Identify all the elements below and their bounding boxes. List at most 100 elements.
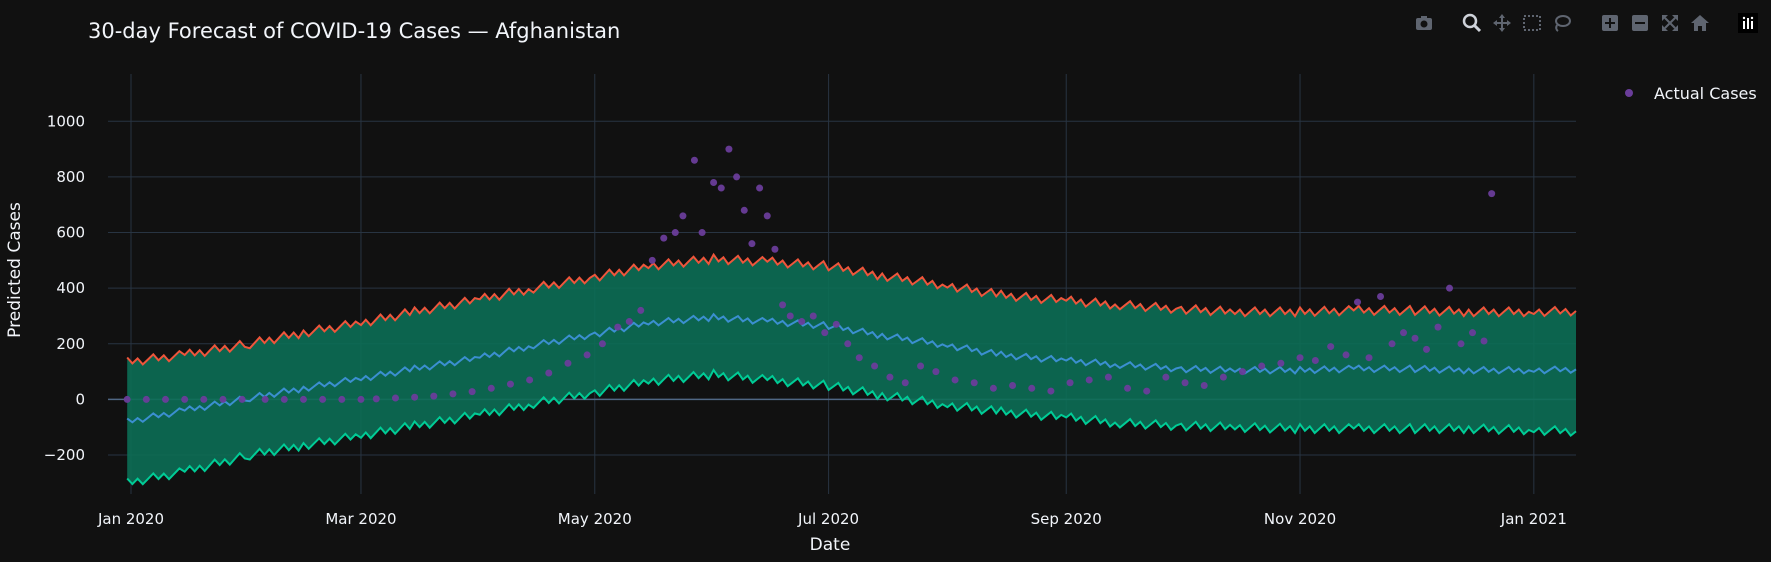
chart-title: 30-day Forecast of COVID-19 Cases — Afgh…: [88, 19, 620, 43]
actual-case-point: [181, 395, 189, 403]
actual-case-point: [637, 306, 645, 314]
modebar-group-download: [1409, 12, 1439, 34]
actual-case-point: [449, 390, 457, 398]
zoom-in-icon[interactable]: [1595, 12, 1625, 34]
actual-case-point: [951, 376, 959, 384]
actual-case-point: [871, 362, 879, 370]
y-tick-label: 1000: [47, 112, 85, 130]
actual-case-point: [1143, 387, 1151, 395]
actual-case-point: [1104, 373, 1112, 381]
actual-case-point: [372, 395, 380, 403]
actual-case-point: [1411, 334, 1419, 342]
actual-case-point: [1028, 384, 1036, 392]
actual-case-point: [1457, 340, 1465, 348]
y-tick-label: −200: [44, 446, 85, 464]
pan-icon[interactable]: [1487, 12, 1517, 34]
actual-case-point: [1296, 354, 1304, 362]
x-tick-label: Jan 2020: [97, 510, 164, 528]
y-axis-title: Predicted Cases: [5, 202, 25, 338]
actual-case-point: [725, 145, 733, 153]
actual-case-point: [1124, 384, 1132, 392]
actual-case-point: [855, 354, 863, 362]
actual-case-point: [625, 318, 633, 326]
reset-axes-icon[interactable]: [1685, 12, 1715, 34]
actual-case-point: [614, 323, 622, 331]
actual-cases-points: [123, 145, 1496, 403]
actual-case-point: [1480, 337, 1488, 345]
actual-case-point: [123, 395, 131, 403]
actual-case-point: [901, 379, 909, 387]
zoom-out-icon[interactable]: [1625, 12, 1655, 34]
actual-case-point: [844, 340, 852, 348]
actual-case-point: [989, 384, 997, 392]
actual-case-point: [430, 392, 438, 400]
actual-case-point: [299, 395, 307, 403]
box-select-icon[interactable]: [1517, 12, 1547, 34]
y-tick-label: 200: [56, 335, 85, 353]
actual-case-point: [1239, 368, 1247, 376]
x-tick-label: Sep 2020: [1031, 510, 1102, 528]
confidence-band: [127, 254, 1577, 485]
y-tick-label: 600: [56, 224, 85, 242]
axis-ticks: Jan 2020 Mar 2020 May 2020 Jul 2020 Sep 2020…: [44, 112, 1567, 528]
actual-case-point: [740, 206, 748, 214]
zoom-icon[interactable]: [1457, 12, 1487, 34]
actual-case-point: [200, 395, 208, 403]
lasso-icon[interactable]: [1547, 12, 1577, 34]
actual-case-point: [1469, 329, 1477, 337]
legend-label: Actual Cases: [1654, 84, 1757, 103]
confidence-band-area: [127, 254, 1577, 485]
actual-case-point: [1181, 379, 1189, 387]
actual-case-point: [748, 240, 756, 248]
x-tick-label: Jan 2021: [1500, 510, 1567, 528]
actual-case-point: [319, 395, 327, 403]
actual-case-point: [932, 368, 940, 376]
actual-case-point: [1434, 323, 1442, 331]
actual-case-point: [1377, 293, 1385, 301]
actual-case-point: [238, 395, 246, 403]
actual-case-point: [771, 245, 779, 253]
actual-case-point: [660, 234, 668, 242]
x-tick-label: Mar 2020: [325, 510, 396, 528]
predicted-line: [126, 312, 1577, 424]
actual-case-point: [1400, 329, 1408, 337]
actual-case-point: [798, 318, 806, 326]
actual-case-point: [1047, 387, 1055, 395]
actual-case-point: [411, 393, 419, 401]
actual-case-point: [1365, 354, 1373, 362]
forecast-lines: [126, 252, 1577, 486]
y-tick-label: 400: [56, 279, 85, 297]
plotly-logo-icon[interactable]: [1733, 12, 1763, 34]
actual-case-point: [698, 229, 706, 237]
actual-case-point: [1162, 373, 1170, 381]
actual-case-point: [886, 373, 894, 381]
actual-case-point: [821, 329, 829, 337]
actual-case-point: [1423, 345, 1431, 353]
actual-case-point: [970, 379, 978, 387]
actual-case-point: [648, 256, 656, 264]
actual-case-point: [1066, 379, 1074, 387]
actual-case-point: [1258, 362, 1266, 370]
legend[interactable]: Actual Cases: [1625, 84, 1757, 103]
actual-case-point: [756, 184, 764, 192]
actual-case-point: [733, 173, 741, 181]
actual-case-point: [280, 395, 288, 403]
actual-case-point: [598, 340, 606, 348]
actual-case-point: [1327, 343, 1335, 351]
actual-case-point: [917, 362, 925, 370]
actual-case-point: [545, 369, 553, 377]
autoscale-icon[interactable]: [1655, 12, 1685, 34]
actual-case-point: [219, 395, 227, 403]
legend-marker: [1625, 89, 1633, 97]
actual-case-point: [679, 212, 687, 220]
actual-case-point: [1342, 351, 1350, 359]
camera-icon[interactable]: [1409, 12, 1439, 34]
actual-case-point: [1388, 340, 1396, 348]
actual-case-point: [1354, 298, 1362, 306]
actual-case-point: [506, 380, 514, 388]
actual-case-point: [487, 384, 495, 392]
actual-case-point: [391, 394, 399, 402]
modebar-group-logo: [1733, 12, 1763, 34]
actual-case-point: [1009, 382, 1017, 390]
